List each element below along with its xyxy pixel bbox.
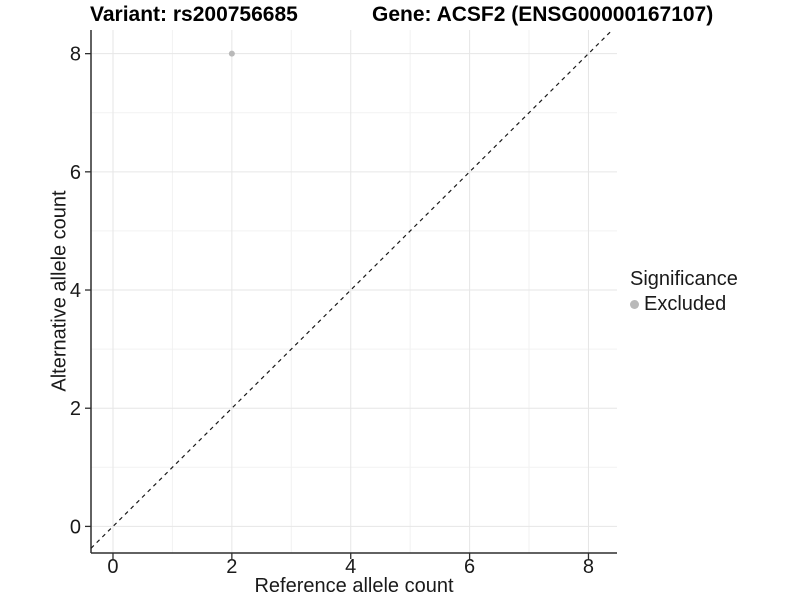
x-tick-label: 4	[345, 556, 356, 578]
legend-item-label: Excluded	[644, 293, 727, 315]
y-tick-label: 4	[70, 280, 81, 302]
identity-line	[90, 29, 613, 549]
y-tick-label: 8	[70, 44, 81, 66]
variant-title: Variant: rs200756685	[90, 3, 298, 26]
legend-item-excluded: Excluded	[630, 293, 738, 316]
y-tick-label: 6	[70, 162, 81, 184]
data-point	[228, 50, 235, 57]
y-axis-title: Alternative allele count	[48, 190, 71, 392]
legend: Significance Excluded	[630, 268, 738, 316]
gene-title: Gene: ACSF2 (ENSG00000167107)	[372, 3, 714, 26]
y-tick-label: 0	[70, 516, 81, 538]
legend-title: Significance	[630, 268, 738, 290]
x-tick-label: 6	[464, 556, 475, 578]
excluded-point-icon	[630, 300, 639, 309]
x-tick-label: 0	[107, 556, 118, 578]
x-tick-label: 8	[583, 556, 594, 578]
x-tick-label: 2	[226, 556, 237, 578]
y-tick-label: 2	[70, 398, 81, 420]
x-axis-title: Reference allele count	[254, 575, 454, 597]
